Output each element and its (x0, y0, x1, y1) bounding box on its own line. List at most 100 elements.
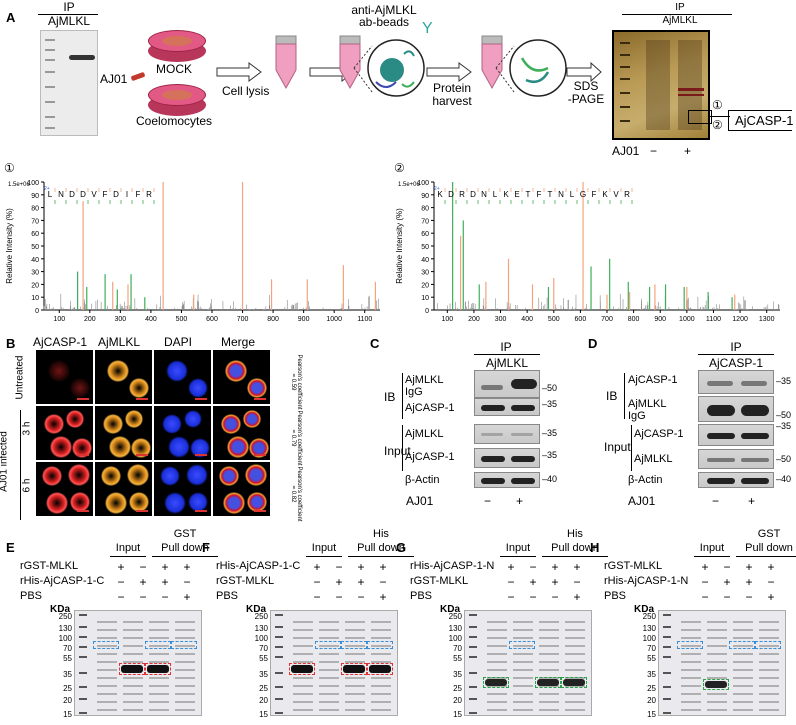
c-plus: + (516, 494, 524, 508)
condition-sign: − (313, 590, 321, 604)
lane-background (175, 653, 195, 655)
cell-spot (221, 414, 241, 434)
lane-background (293, 661, 313, 663)
y-tick-label: 50 (421, 244, 429, 251)
d-mw-35b: –35 (776, 421, 792, 431)
panel-label-c: C (370, 336, 380, 351)
lane-background (175, 661, 195, 663)
lane-background (565, 629, 585, 631)
d-blot-ib2 (698, 396, 774, 422)
condition-sign: − (723, 560, 731, 574)
y-tick-label: 90 (421, 193, 429, 200)
pearson-1: Pearson's coefficient = 0.59 (290, 354, 302, 410)
ladder-band (275, 698, 283, 700)
condition-sign: + (117, 560, 125, 574)
ladder-band (663, 626, 671, 628)
ladder-band (663, 614, 671, 616)
spectrum-ymax: 1.5e+06 (8, 182, 31, 188)
spectrum-ymax: 1.5e+06 (398, 182, 421, 188)
micrograph (36, 406, 93, 460)
lane-background (565, 621, 585, 623)
lane-background (707, 621, 727, 623)
lane-background (149, 709, 169, 711)
ladder-band (79, 636, 87, 638)
kda-tick: 15 (259, 710, 268, 719)
c-mw-40: –40 (542, 474, 558, 484)
lane-background (319, 629, 339, 631)
sequence-residue: K (503, 190, 509, 199)
lane-background (513, 701, 533, 703)
lane-background (149, 677, 169, 679)
lane-background (707, 661, 727, 663)
condition-sign: − (507, 590, 515, 604)
sequence-residue: D (113, 190, 119, 199)
sequence-residue: T (548, 190, 553, 199)
kda-tick: 100 (58, 634, 72, 643)
lane-background (733, 629, 753, 631)
cell-spot (50, 436, 72, 458)
micrograph (95, 350, 152, 404)
sequence-residue: F (103, 190, 108, 199)
lane-background (539, 621, 559, 623)
sequence-residue: V (91, 190, 97, 199)
lane-background (681, 661, 701, 663)
cell-spot (107, 360, 129, 382)
kda-tick: 100 (642, 634, 656, 643)
d-row-casp1: AjCASP-1 (628, 374, 678, 386)
lane-background (733, 653, 753, 655)
x-tick-label: 200 (468, 316, 480, 323)
c-row-input-casp1: AjCASP-1 (405, 451, 455, 463)
pulldown-label: Pull down (161, 542, 209, 554)
kda-tick: 250 (642, 612, 656, 621)
lane-background (733, 669, 753, 671)
d-mw-0: 35 (781, 376, 792, 386)
lane-background (565, 637, 585, 639)
lane-background (371, 661, 391, 663)
c-row-mlkl: AjMLKL (405, 374, 444, 386)
lane-background (487, 621, 507, 623)
kda-tick: 130 (642, 624, 656, 633)
input-line (694, 556, 730, 557)
kda-tick: 20 (63, 696, 72, 705)
condition-sign: + (551, 560, 559, 574)
lane-background (293, 621, 313, 623)
n-band (563, 679, 585, 686)
d-mw-4: 40 (781, 474, 792, 484)
cell-spot (164, 492, 186, 514)
input-line (500, 556, 536, 557)
panel-label-b: B (6, 336, 16, 351)
ladder-band (275, 646, 283, 648)
lane-background (487, 629, 507, 631)
d-blot-ib1 (698, 370, 774, 394)
lane-background (371, 701, 391, 703)
sequence-residue: F (537, 190, 542, 199)
micrograph (36, 462, 93, 516)
n-band (705, 681, 727, 688)
lane-background (733, 709, 753, 711)
lane-background (487, 645, 507, 647)
x-tick-label: 400 (145, 316, 157, 323)
lane-background (175, 677, 195, 679)
lane-background (97, 685, 117, 687)
lane-background (487, 709, 507, 711)
lane-background (319, 645, 339, 647)
c-target: AjMLKL (485, 356, 529, 370)
tag-label: His (373, 528, 389, 540)
n-band-box (703, 679, 729, 690)
lane-background (371, 693, 391, 695)
y-tick-label: 80 (31, 206, 39, 213)
cell-spot (70, 378, 90, 398)
cell-spot (245, 464, 267, 486)
x-tick-label: 600 (575, 316, 587, 323)
x-tick-label: 1000 (679, 316, 695, 323)
sequence-residue: E (514, 190, 519, 199)
pulldown-label: Pull down (357, 542, 405, 554)
d-input: Input (604, 440, 631, 454)
y-tick-label: 20 (421, 282, 429, 289)
lane-background (97, 621, 117, 623)
x-tick-label: 700 (601, 316, 613, 323)
lane-background (175, 621, 195, 623)
gst-band-box (729, 641, 755, 649)
lane-background (759, 709, 779, 711)
kda-tick: 250 (58, 612, 72, 621)
